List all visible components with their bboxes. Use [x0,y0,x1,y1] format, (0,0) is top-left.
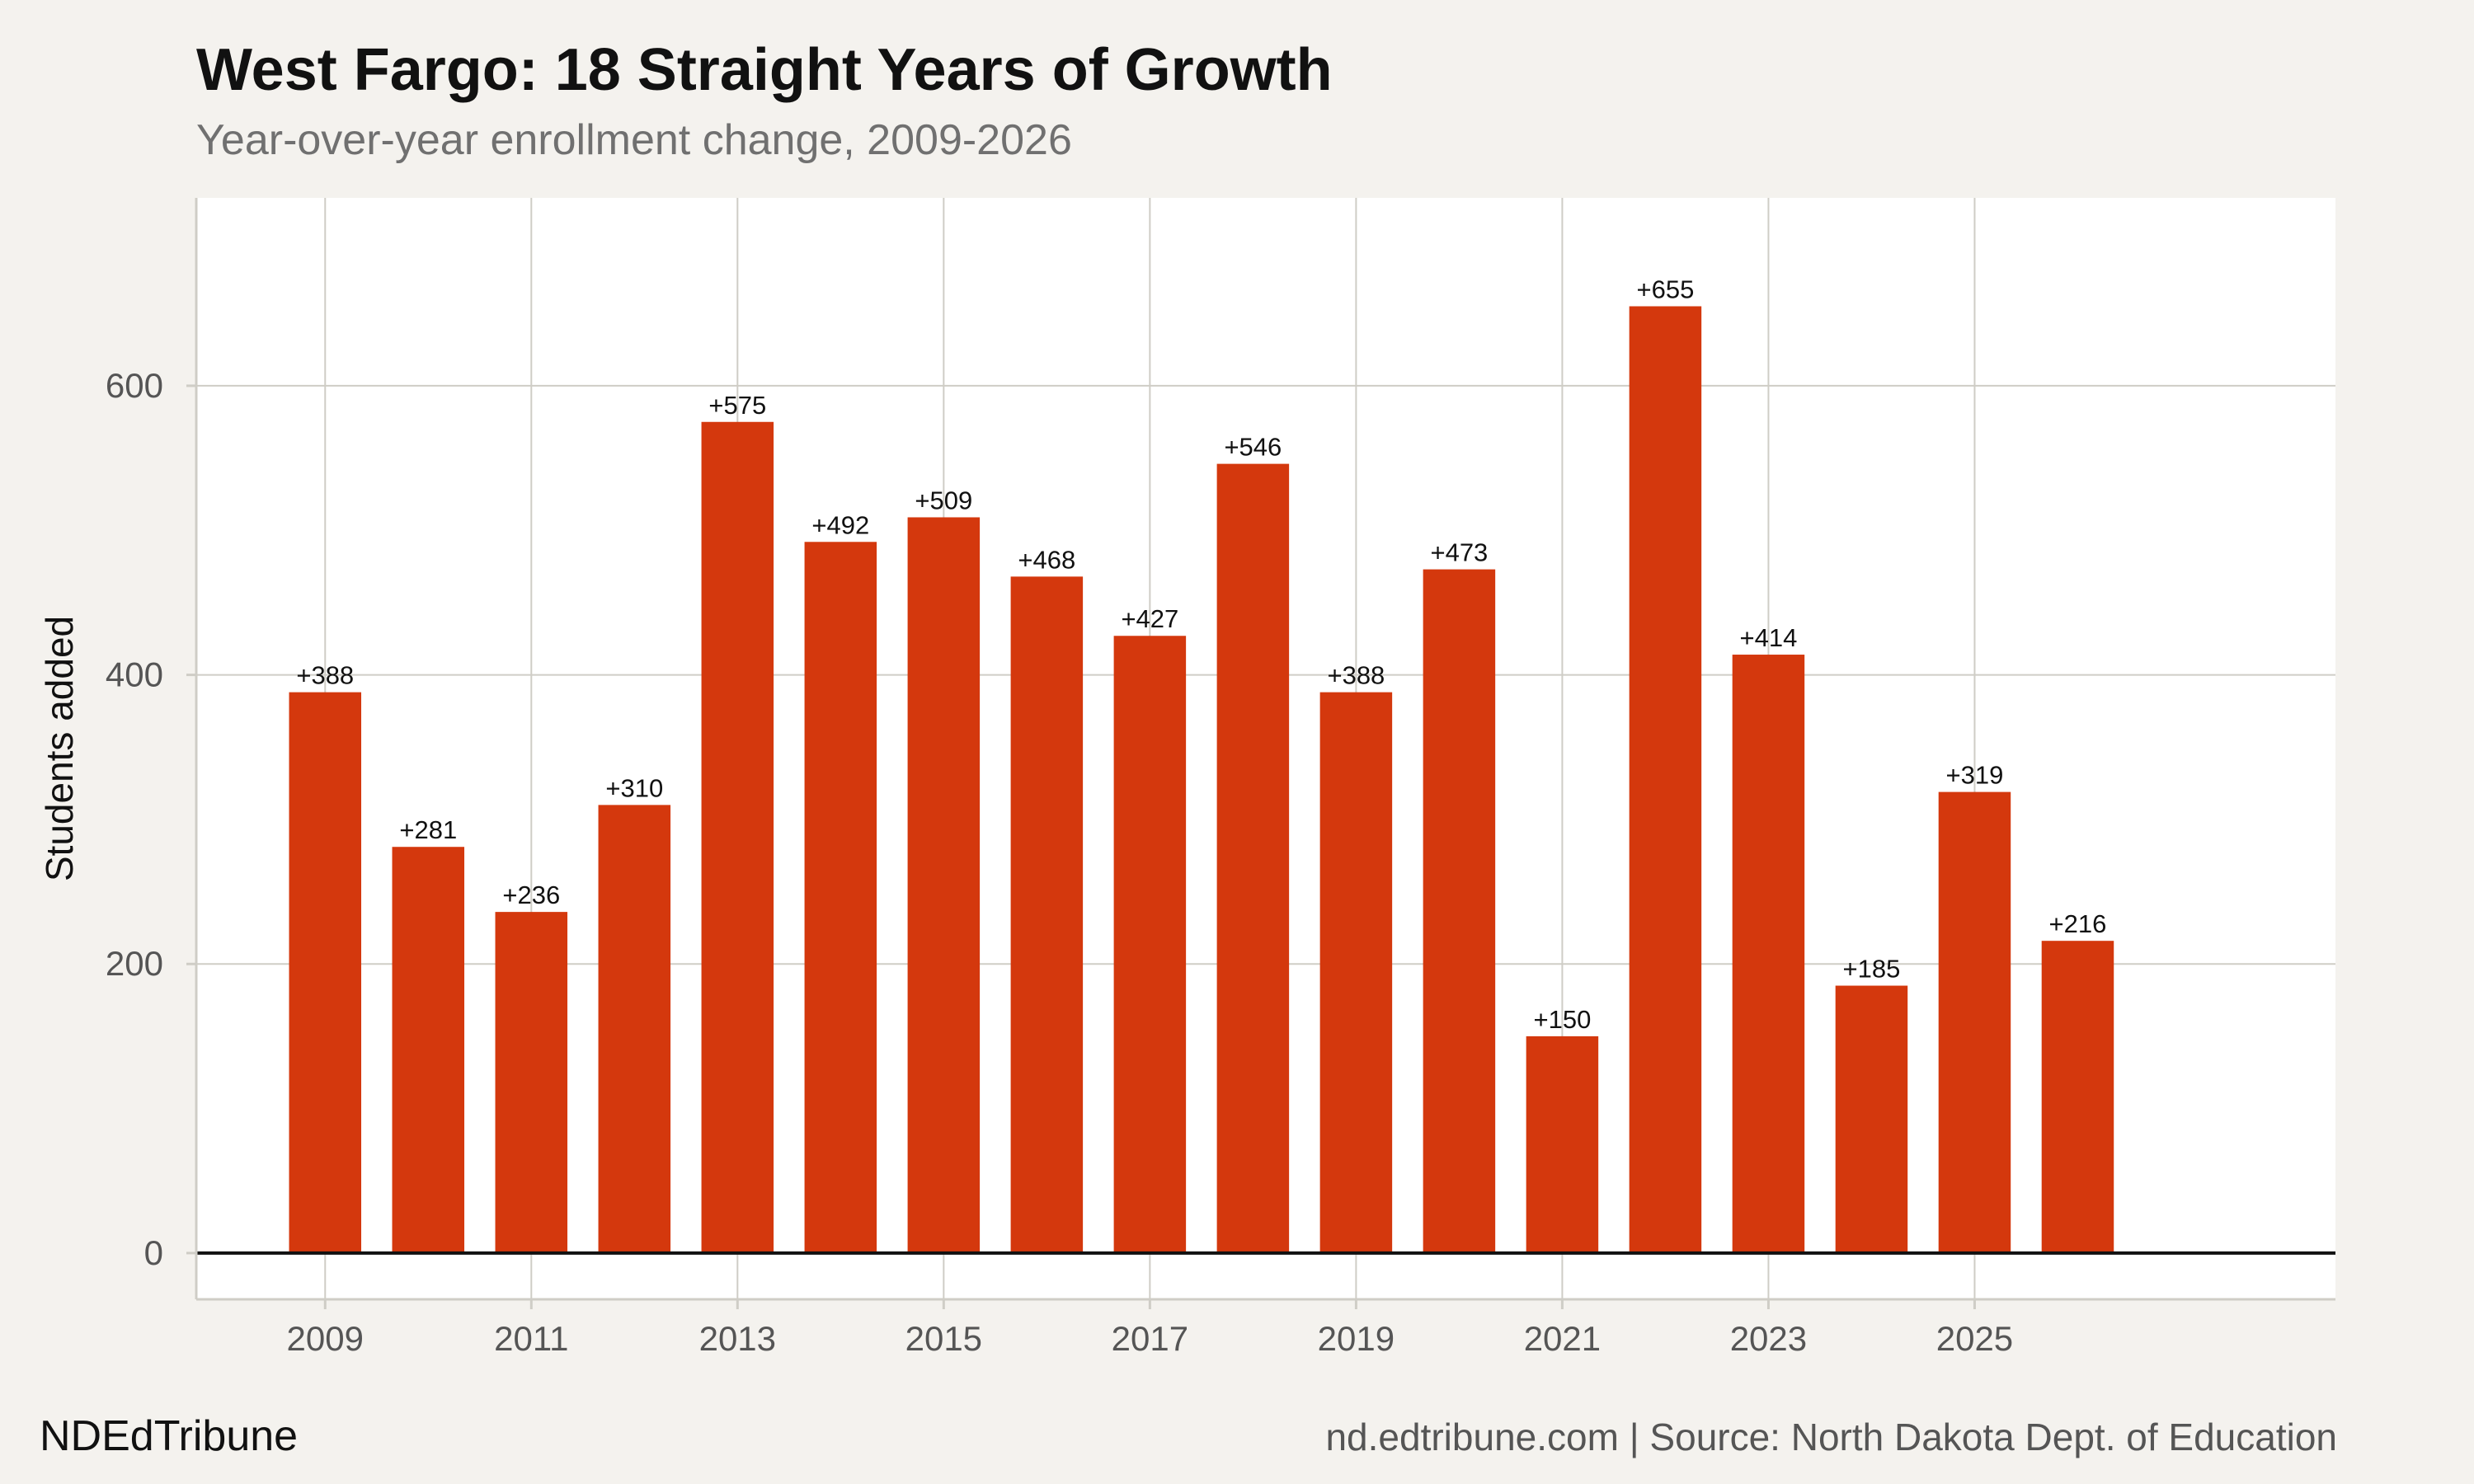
source-note: nd.edtribune.com | Source: North Dakota … [1325,1416,2337,1458]
bar-value-label: +473 [1430,538,1488,567]
bar-value-label: +150 [1533,1005,1591,1034]
bar [2041,941,2114,1253]
bar [701,421,774,1253]
bar [1010,576,1084,1253]
bar [1526,1036,1599,1253]
x-tick-label: 2017 [1112,1319,1188,1358]
y-tick-label: 200 [106,944,163,983]
y-tick-label: 600 [106,366,163,405]
y-axis-label: Students added [38,616,81,881]
bar-value-label: +509 [915,486,972,514]
bar-value-labels: +388 +281 +236 +310 +575 +492 +509 +468 +427 +546… [296,275,2106,1033]
bar [804,542,877,1253]
x-tick-label: 2009 [287,1319,364,1358]
bar-value-label: +388 [1327,661,1385,690]
x-axis-ticks: 2009 2011 2013 2015 2017 2019 2021 2023 2025 [287,1299,2013,1358]
bar-value-label: +575 [708,391,766,420]
bar-value-label: +216 [2049,909,2107,938]
x-tick-label: 2019 [1318,1319,1395,1358]
bar-value-label: +492 [811,510,869,539]
bar-value-label: +281 [399,815,457,844]
bar [1938,791,2011,1253]
x-tick-label: 2013 [699,1319,776,1358]
bar [1113,636,1187,1253]
bar-value-label: +414 [1740,623,1798,652]
bar-value-label: +185 [1843,955,1901,984]
bar [1629,306,1702,1253]
bar [1319,692,1393,1253]
bar [392,847,465,1253]
x-tick-label: 2015 [905,1319,982,1358]
chart-subtitle: Year-over-year enrollment change, 2009-2… [196,116,1072,164]
bar [1732,655,1805,1253]
x-tick-label: 2011 [494,1319,568,1358]
bar [495,912,568,1253]
bar-value-label: +546 [1224,433,1282,462]
bar [907,517,981,1253]
bar [1835,985,1908,1253]
bar [1423,569,1496,1253]
bar-value-label: +468 [1018,545,1075,574]
bar-value-label: +388 [296,661,354,690]
bar-value-label: +310 [605,773,663,802]
bar-value-label: +427 [1121,604,1178,633]
axis-lines [195,198,2335,1301]
chart-title: West Fargo: 18 Straight Years of Growth [196,37,1333,103]
x-tick-label: 2023 [1730,1319,1807,1358]
bar [1216,463,1290,1253]
bar [598,805,671,1253]
brand-name: NDEdTribune [40,1412,299,1460]
x-tick-label: 2021 [1524,1319,1601,1358]
y-tick-label: 400 [106,655,163,694]
bar-value-label: +655 [1637,275,1695,303]
x-tick-label: 2025 [1936,1319,2013,1358]
bars [289,306,2114,1253]
bar [289,692,362,1253]
y-axis-ticks: 0 200 400 600 [106,366,196,1272]
y-tick-label: 0 [144,1233,163,1272]
bar-value-label: +319 [1946,761,2004,790]
bar-value-label: +236 [502,881,560,909]
